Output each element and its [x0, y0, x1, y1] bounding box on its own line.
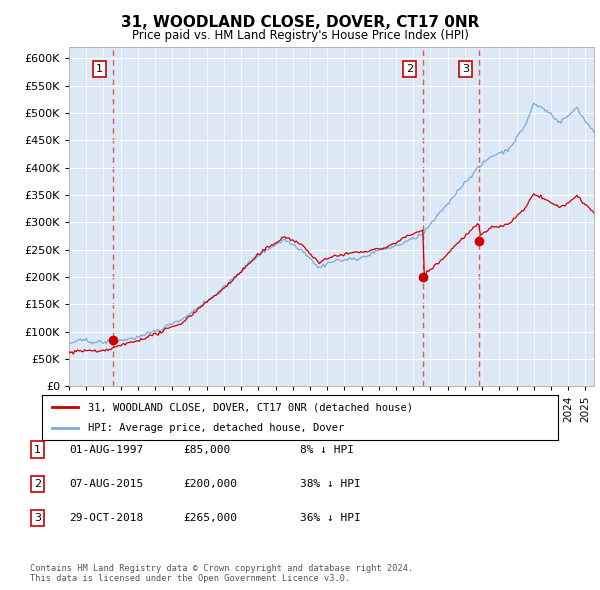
Text: 1: 1 [96, 64, 103, 74]
Text: 2: 2 [406, 64, 413, 74]
Text: 07-AUG-2015: 07-AUG-2015 [69, 479, 143, 489]
Text: 2: 2 [34, 479, 41, 489]
Text: £265,000: £265,000 [183, 513, 237, 523]
Text: 38% ↓ HPI: 38% ↓ HPI [300, 479, 361, 489]
Text: 3: 3 [462, 64, 469, 74]
Text: 3: 3 [34, 513, 41, 523]
Text: £200,000: £200,000 [183, 479, 237, 489]
Text: 31, WOODLAND CLOSE, DOVER, CT17 0NR: 31, WOODLAND CLOSE, DOVER, CT17 0NR [121, 15, 479, 30]
Text: 36% ↓ HPI: 36% ↓ HPI [300, 513, 361, 523]
Text: 1: 1 [34, 445, 41, 454]
Text: Price paid vs. HM Land Registry's House Price Index (HPI): Price paid vs. HM Land Registry's House … [131, 30, 469, 42]
Text: Contains HM Land Registry data © Crown copyright and database right 2024.
This d: Contains HM Land Registry data © Crown c… [30, 563, 413, 583]
Text: 01-AUG-1997: 01-AUG-1997 [69, 445, 143, 454]
Text: 31, WOODLAND CLOSE, DOVER, CT17 0NR (detached house): 31, WOODLAND CLOSE, DOVER, CT17 0NR (det… [88, 402, 413, 412]
Text: £85,000: £85,000 [183, 445, 230, 454]
Text: 29-OCT-2018: 29-OCT-2018 [69, 513, 143, 523]
Text: 8% ↓ HPI: 8% ↓ HPI [300, 445, 354, 454]
Text: HPI: Average price, detached house, Dover: HPI: Average price, detached house, Dove… [88, 422, 344, 432]
